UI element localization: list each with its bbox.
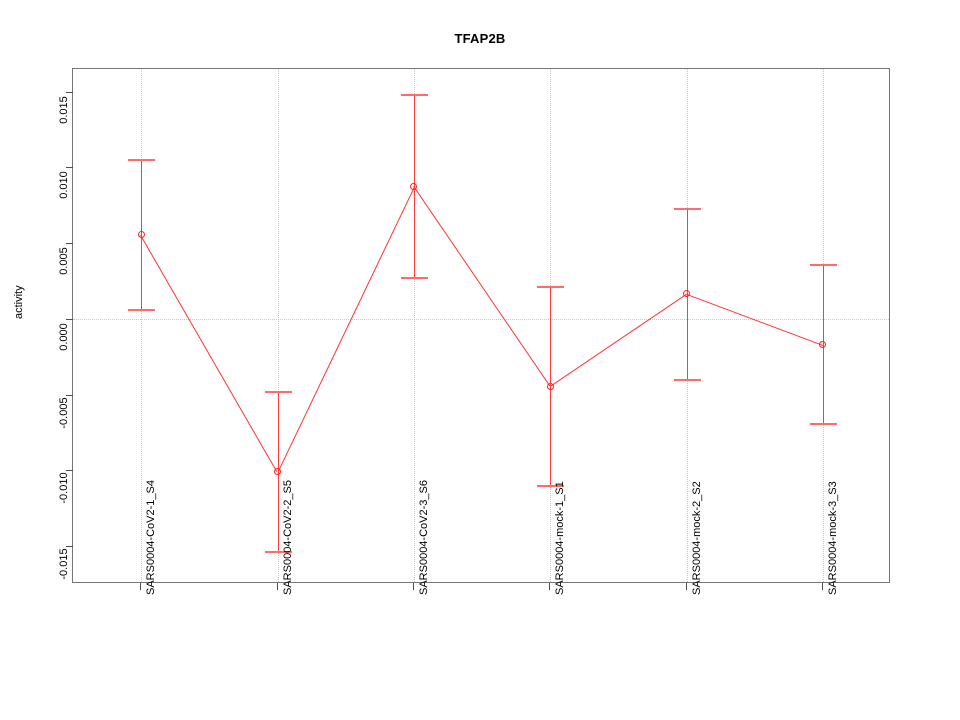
x-tick-mark <box>685 583 687 590</box>
errorbar-cap-lower <box>673 378 701 381</box>
y-tick-label: 0.005 <box>58 247 70 275</box>
errorbar-cap-lower <box>809 422 837 425</box>
errorbar-cap-upper <box>673 208 701 211</box>
data-point-marker <box>683 290 690 298</box>
y-tick-mark <box>66 394 73 396</box>
page-title: TFAP2B <box>454 31 506 46</box>
y-tick-label: -0.005 <box>58 397 70 429</box>
x-tick-mark <box>412 583 414 590</box>
y-tick-label: 0.010 <box>58 171 70 200</box>
x-tick-label: SARS0004-CoV2-3_S6 <box>417 480 430 595</box>
y-tick-mark <box>66 318 73 320</box>
errorbar-cap-upper <box>128 158 156 161</box>
series-line-segment <box>277 186 415 472</box>
x-tick-mark <box>821 583 823 590</box>
plot-box <box>66 68 890 583</box>
x-gridline <box>413 69 415 582</box>
y-axis-label: activity <box>13 285 25 319</box>
zero-gridline <box>73 318 889 320</box>
x-gridline <box>277 69 279 582</box>
x-tick-label: SARS0004-mock-3_S3 <box>826 481 839 595</box>
data-point-marker <box>137 231 145 239</box>
x-tick-label: SARS0004-CoV2-2_S5 <box>281 480 294 595</box>
y-tick-label: -0.015 <box>58 548 70 580</box>
errorbar-cap-upper <box>264 391 292 394</box>
y-tick-mark <box>66 91 73 93</box>
x-tick-mark <box>549 583 551 590</box>
y-tick-label: 0.000 <box>58 323 70 351</box>
plot-area <box>66 69 889 582</box>
series-line-segment <box>413 186 551 387</box>
x-tick-label: SARS0004-mock-2_S2 <box>690 481 703 595</box>
data-point-marker <box>546 382 554 390</box>
errorbar-cap-lower <box>128 309 156 312</box>
x-gridline <box>141 69 143 582</box>
data-point-marker <box>274 467 281 475</box>
errorbar-cap-lower <box>264 550 292 553</box>
errorbar-cap-upper <box>400 94 428 97</box>
x-tick-mark <box>140 583 142 590</box>
y-tick-mark <box>66 243 73 245</box>
x-tick-mark <box>276 583 278 590</box>
y-tick-label: -0.010 <box>58 472 70 504</box>
y-tick-mark <box>66 546 73 548</box>
x-tick-label: SARS0004-mock-1_S1 <box>554 481 567 595</box>
errorbar-cap-upper <box>809 263 837 266</box>
errorbar-cap-upper <box>537 285 565 288</box>
errorbar-cap-lower <box>537 485 565 488</box>
data-point-marker <box>410 182 418 190</box>
y-tick-mark <box>66 470 73 472</box>
series-line-segment <box>140 234 278 472</box>
errorbar-cap-lower <box>400 276 428 279</box>
series-line-segment <box>550 293 688 387</box>
data-point-marker <box>819 341 827 349</box>
x-tick-label: SARS0004-CoV2-1_S4 <box>145 480 158 595</box>
y-tick-mark <box>66 167 73 169</box>
y-tick-label: 0.015 <box>58 95 70 124</box>
